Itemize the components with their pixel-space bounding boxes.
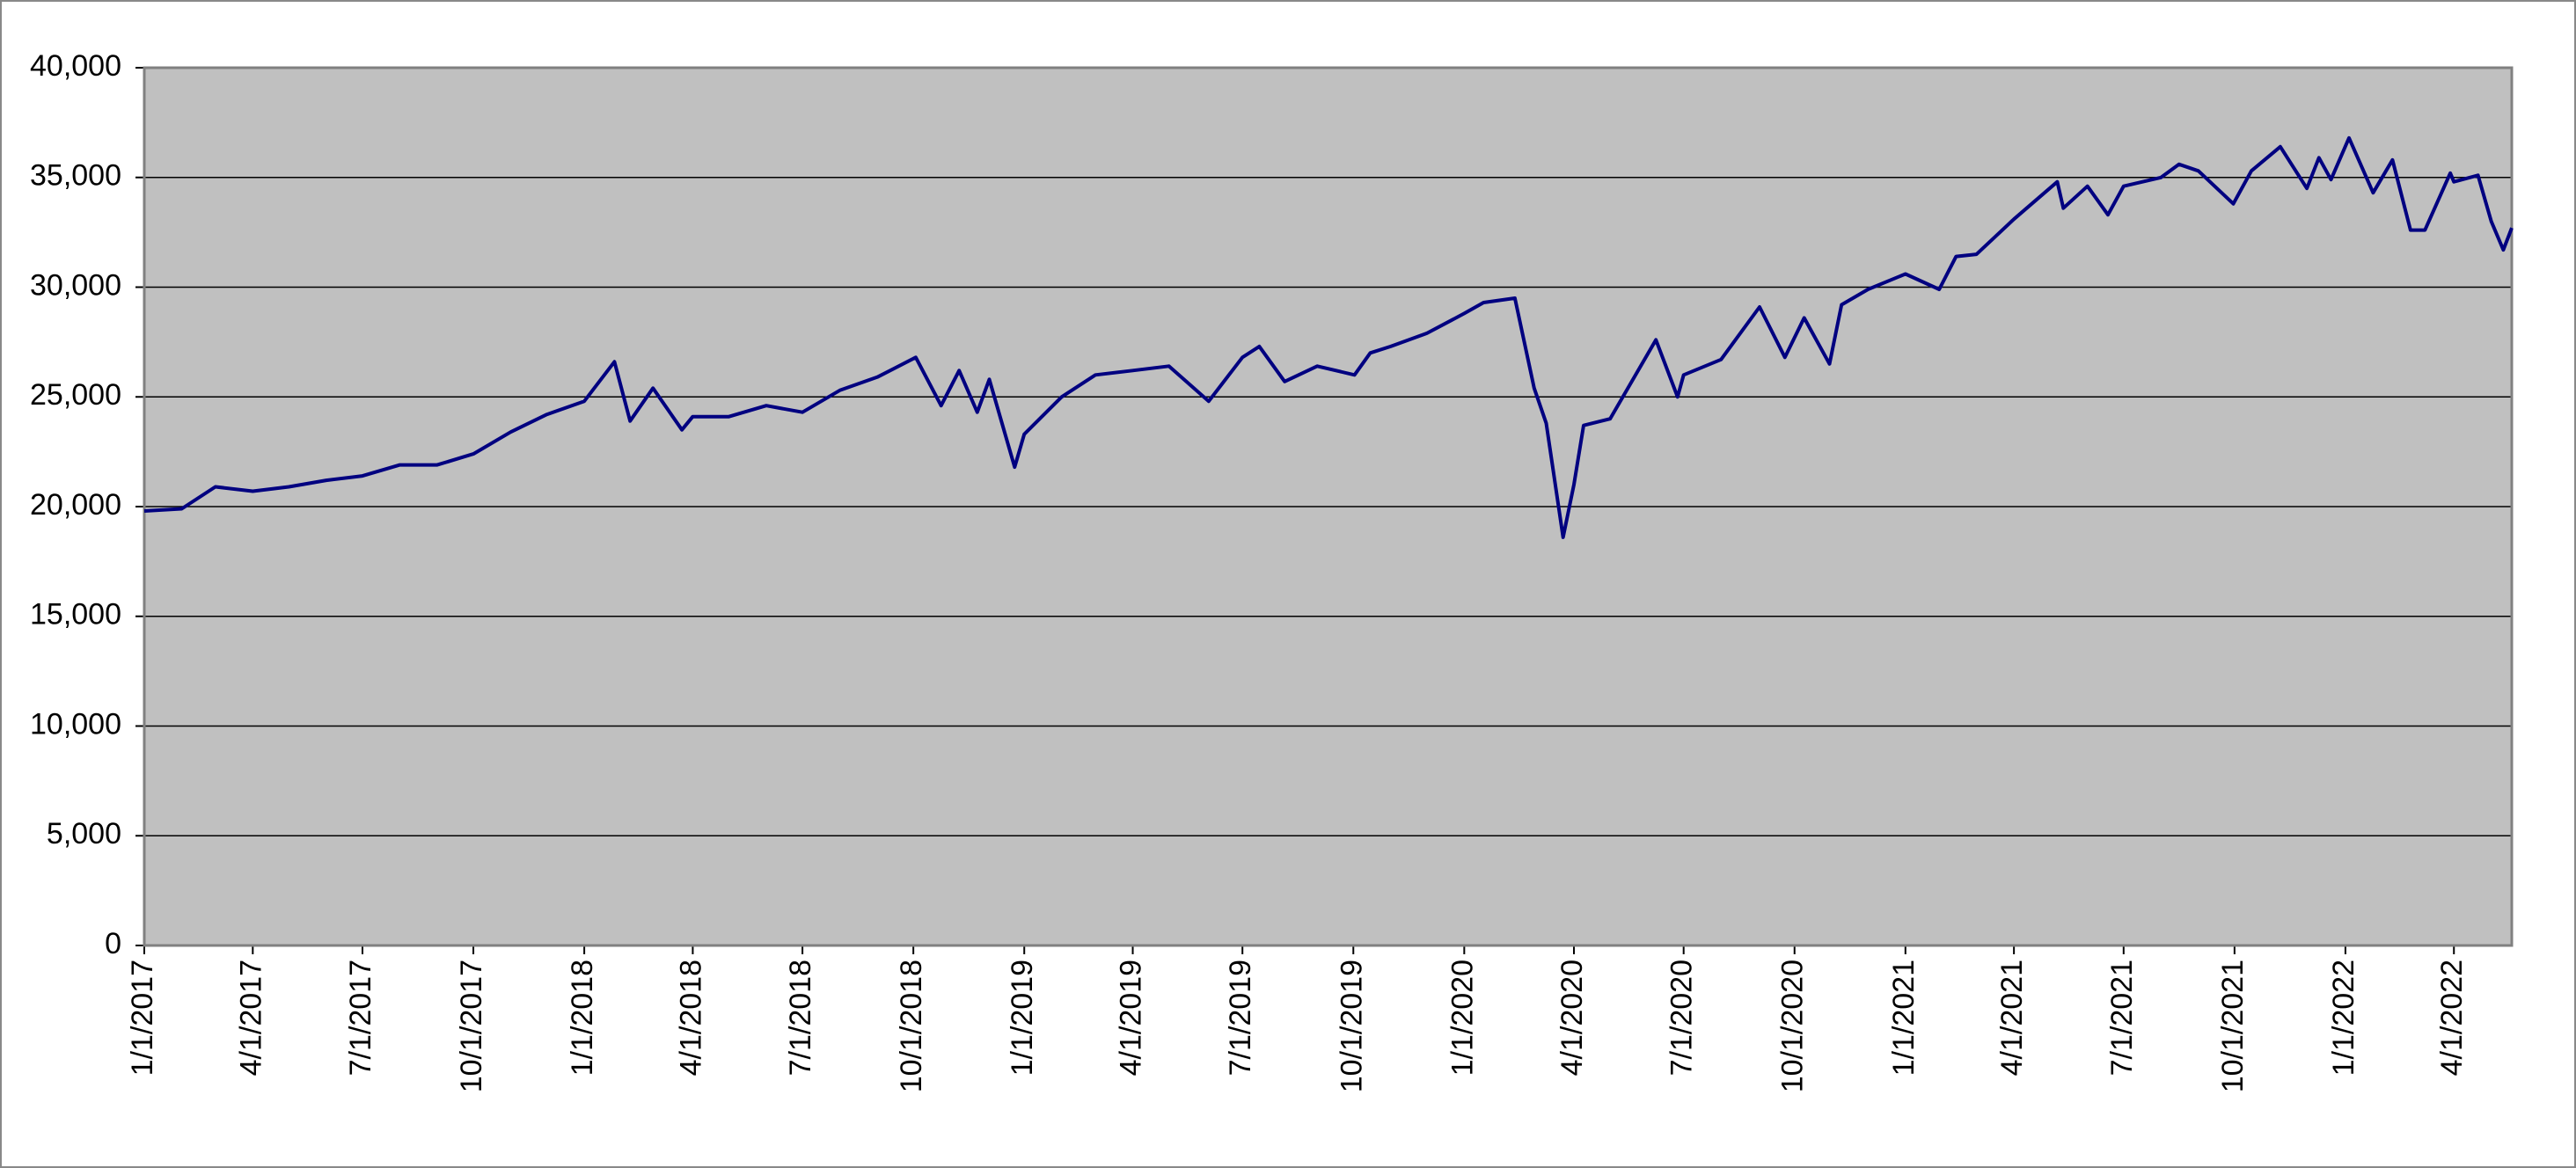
x-tick-label: 7/1/2021 [2105, 960, 2139, 1076]
x-tick-label: 1/1/2018 [566, 960, 599, 1076]
x-tick-label: 10/1/2018 [895, 960, 928, 1092]
x-tick-label: 4/1/2020 [1555, 960, 1589, 1076]
x-tick-label: 7/1/2018 [784, 960, 817, 1076]
y-tick-label: 15,000 [30, 598, 121, 631]
x-tick-label: 1/1/2021 [1887, 960, 1921, 1076]
x-tick-label: 10/1/2017 [455, 960, 488, 1092]
plot-border [143, 66, 2514, 947]
x-tick-label: 4/1/2022 [2435, 960, 2469, 1076]
y-tick-label: 0 [105, 927, 121, 960]
x-tick-label: 4/1/2021 [1995, 960, 2029, 1076]
x-tick-label: 7/1/2020 [1665, 960, 1699, 1076]
x-tick-label: 10/1/2020 [1776, 960, 1810, 1092]
data-line [143, 135, 2514, 539]
x-tick-label: 1/1/2020 [1445, 960, 1479, 1076]
y-tick-label: 5,000 [47, 817, 121, 850]
x-tick-label: 4/1/2017 [234, 960, 267, 1076]
y-tick-label: 10,000 [30, 707, 121, 741]
x-tick-label: 7/1/2017 [344, 960, 377, 1076]
x-tick-label: 1/1/2022 [2327, 960, 2360, 1076]
y-tick-label: 25,000 [30, 378, 121, 412]
x-tick-label: 1/1/2017 [126, 960, 159, 1076]
x-tick-label: 7/1/2019 [1224, 960, 1257, 1076]
x-tick-label: 10/1/2021 [2216, 960, 2250, 1092]
x-tick-label: 4/1/2019 [1115, 960, 1148, 1076]
x-tick-label: 10/1/2019 [1335, 960, 1368, 1092]
x-tick-label: 4/1/2018 [674, 960, 707, 1076]
x-tick-label: 1/1/2019 [1006, 960, 1039, 1076]
y-tick-label: 35,000 [30, 159, 121, 193]
y-tick-label: 30,000 [30, 268, 121, 302]
y-tick-label: 40,000 [30, 49, 121, 83]
y-tick-label: 20,000 [30, 488, 121, 522]
